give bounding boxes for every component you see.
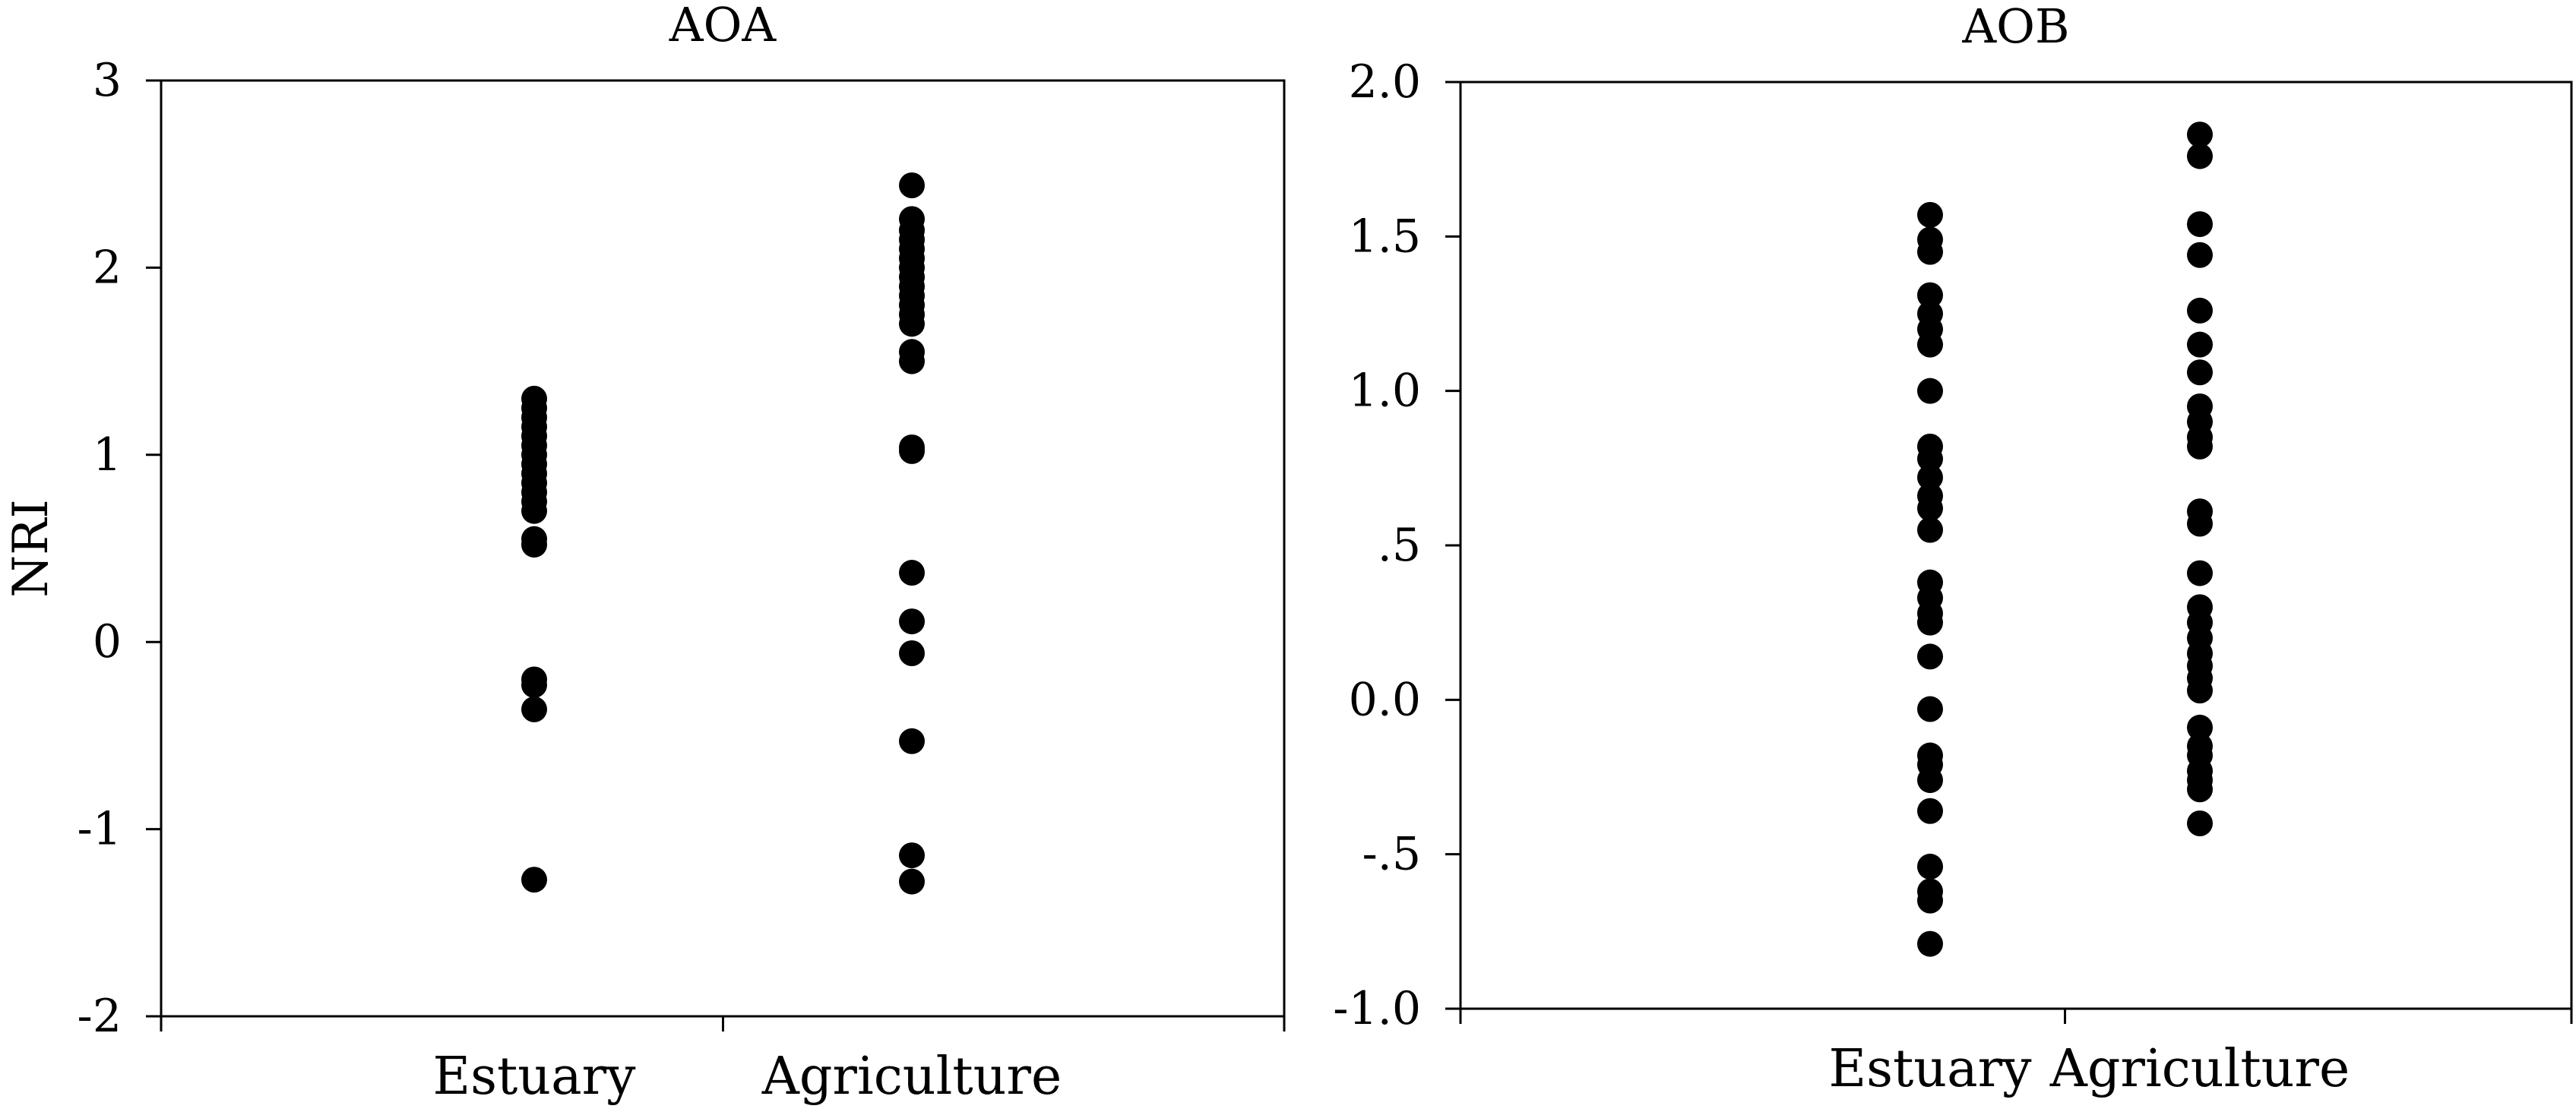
- data-point-agriculture: [899, 560, 925, 586]
- y-tick-label: .5: [1378, 519, 1421, 572]
- data-point-agriculture: [2187, 776, 2213, 803]
- data-point-agriculture: [899, 728, 925, 754]
- data-point-agriculture: [899, 640, 925, 666]
- data-point-estuary: [1917, 767, 1943, 794]
- data-point-estuary: [521, 532, 547, 558]
- data-point-estuary: [521, 867, 547, 893]
- data-point-agriculture: [2187, 331, 2213, 358]
- data-point-estuary: [1917, 643, 1943, 670]
- data-point-estuary: [521, 498, 547, 524]
- data-point-estuary: [1917, 930, 1943, 957]
- data-point-estuary: [1917, 609, 1943, 636]
- data-point-estuary: [1917, 696, 1943, 722]
- y-tick-label: 1.0: [1349, 365, 1421, 418]
- y-tick-label: 0.0: [1349, 673, 1421, 726]
- y-tick-label: 2: [93, 241, 122, 294]
- data-point-agriculture: [2187, 714, 2213, 741]
- y-tick-label: -1.0: [1333, 982, 1421, 1035]
- chart-title: AOB: [1961, 0, 2069, 54]
- chart-panel-aob: AOB -1.0 -.5 0.0 .5 1.0 1.5 2.0 Estuary Agricultu…: [1333, 0, 2573, 1099]
- data-point-agriculture: [2187, 810, 2213, 836]
- data-point-estuary: [1917, 239, 1943, 265]
- data-point-agriculture: [2187, 211, 2213, 238]
- x-category-label: Estuary: [432, 1047, 636, 1107]
- plot-frame: [160, 79, 1286, 1018]
- y-axis-title: NRI: [3, 499, 59, 597]
- data-point-agriculture: [2187, 433, 2213, 460]
- x-category-label: Agriculture: [2049, 1039, 2350, 1099]
- data-point-agriculture: [899, 868, 925, 895]
- data-point-agriculture: [2187, 560, 2213, 586]
- y-tick-label: 1.5: [1349, 210, 1421, 263]
- data-point-agriculture: [2187, 242, 2213, 268]
- data-point-estuary: [1917, 495, 1943, 522]
- data-point-agriculture: [2187, 122, 2213, 148]
- data-point-agriculture: [2187, 297, 2213, 324]
- data-point-agriculture: [899, 842, 925, 869]
- data-point-agriculture: [2187, 359, 2213, 386]
- data-point-estuary: [1917, 201, 1943, 228]
- data-point-agriculture: [899, 311, 925, 337]
- y-tick-label: 3: [93, 54, 122, 107]
- data-point-estuary: [1917, 798, 1943, 824]
- y-tick-label: -1: [78, 803, 122, 856]
- data-point-estuary: [1917, 517, 1943, 543]
- y-tick-label: -2: [78, 990, 122, 1043]
- data-point-agriculture: [899, 438, 925, 464]
- chart-panel-aoa: AOA -2 -1 0 1 2 3 Estuary Agriculture NRI: [3, 0, 1286, 1107]
- y-tick-label: 1: [93, 428, 122, 482]
- data-point-agriculture: [2187, 510, 2213, 537]
- data-point-estuary: [1917, 282, 1943, 308]
- y-tick-label: -.5: [1362, 828, 1421, 881]
- data-point-estuary: [521, 696, 547, 722]
- data-point-estuary: [1917, 464, 1943, 491]
- y-tick-label: 2.0: [1349, 55, 1421, 109]
- data-point-agriculture: [899, 348, 925, 374]
- data-point-estuary: [1917, 446, 1943, 472]
- data-point-agriculture: [2187, 143, 2213, 169]
- chart-title: AOA: [669, 0, 777, 52]
- data-point-estuary: [1917, 853, 1943, 880]
- data-point-estuary: [1917, 331, 1943, 358]
- x-category-label: Estuary: [1828, 1039, 2032, 1099]
- plot-frame: [1459, 81, 2573, 1010]
- data-point-estuary: [1917, 378, 1943, 404]
- y-tick-label: 0: [93, 615, 122, 668]
- data-point-estuary: [1917, 887, 1943, 914]
- data-point-agriculture: [899, 172, 925, 198]
- data-point-agriculture: [899, 608, 925, 635]
- data-point-estuary: [521, 671, 547, 698]
- x-category-label: Agriculture: [761, 1047, 1062, 1107]
- data-point-agriculture: [2187, 678, 2213, 704]
